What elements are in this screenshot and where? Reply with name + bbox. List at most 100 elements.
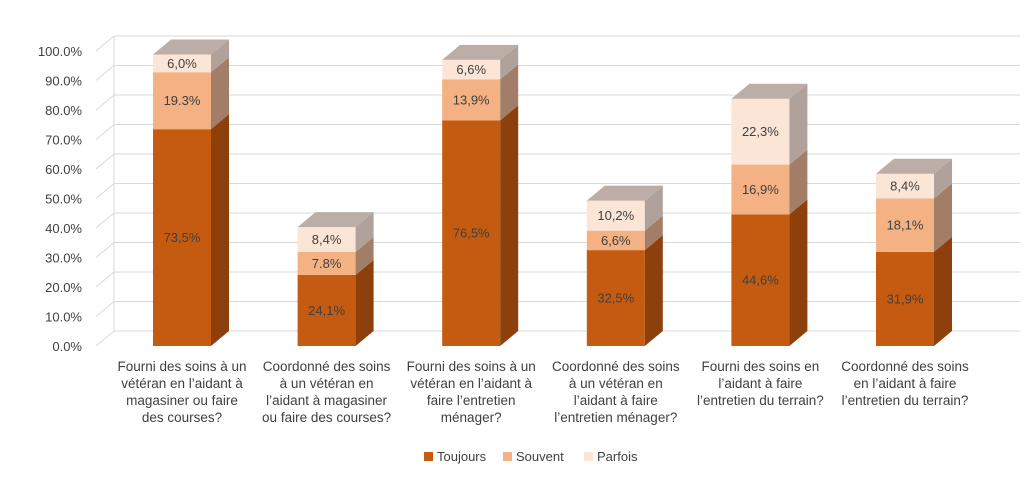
bar-parfois — [153, 54, 211, 73]
bar-side-souvent — [934, 183, 952, 252]
y-tick-label: 90.0% — [45, 74, 82, 89]
bar-parfois — [586, 200, 645, 231]
gridline-depth — [95, 153, 115, 170]
y-tick-label: 30.0% — [45, 251, 82, 266]
bars — [153, 39, 952, 346]
bar-side-souvent — [500, 64, 519, 121]
category-label: Coordonné des soins en l’aidant à faire l’… — [841, 359, 969, 408]
bar-side-parfois — [789, 83, 808, 165]
y-axis: 0.0% 10.0% 20.0% 30.0% 40.0% 50.0% 60.0% 70.0% 8… — [38, 44, 83, 354]
category-label-line: vétéran en l’aidant à — [121, 376, 243, 391]
legend-swatch-parfois — [584, 452, 593, 461]
bar-side-parfois — [644, 185, 663, 231]
bar-side-parfois — [934, 158, 952, 199]
category-label: Coordonné des soins à un vétéran en l’aida… — [552, 359, 680, 425]
gridline-depth — [95, 242, 115, 258]
bar-side-parfois — [355, 212, 374, 252]
data-label-souvent: 13,9% — [453, 92, 490, 107]
category-label-line: Fourni des soins en — [701, 359, 819, 374]
y-tick-label: 70.0% — [45, 133, 82, 148]
y-tick-label: 60.0% — [45, 162, 82, 177]
data-label-parfois: 10,2% — [597, 208, 634, 223]
legend: Toujours Souvent Parfois — [424, 449, 638, 464]
category-label-line: en l’aidant à faire — [854, 376, 957, 391]
gridline-depth — [95, 212, 115, 229]
y-tick-label: 80.0% — [45, 103, 82, 118]
bar-souvent — [297, 251, 356, 275]
data-label-parfois: 6,6% — [456, 62, 486, 77]
category-label-line: à un vétéran en — [280, 376, 374, 391]
bar-side-souvent — [211, 57, 229, 130]
bar-side-souvent — [355, 236, 374, 275]
bar-top-parfois — [586, 185, 663, 201]
gridline-depth — [95, 183, 115, 199]
gridline-depth — [95, 301, 115, 317]
bar-side-parfois — [211, 39, 229, 73]
category-label-line: l’entretien du terrain? — [697, 393, 824, 408]
category-label-line: Coordonné des soins — [552, 359, 680, 374]
bar-side-souvent — [789, 149, 808, 215]
data-label-toujours: 44,6% — [742, 273, 779, 288]
bar-side-toujours — [934, 236, 952, 346]
bar-souvent — [586, 230, 645, 251]
bar-top-parfois — [731, 83, 808, 99]
data-label-souvent: 19.3% — [164, 93, 201, 108]
category-label-line: Fourni des soins à un — [407, 359, 536, 374]
category-label-line: des courses? — [142, 410, 222, 425]
data-labels: 73,5% 19.3% 6,0% 24,1% 7.8% 8,4% 76,5% 13,9% 6,6… — [164, 56, 924, 318]
bar-toujours — [297, 274, 356, 346]
legend-label-parfois: Parfois — [597, 449, 638, 464]
data-label-toujours: 73,5% — [164, 230, 201, 245]
bar-toujours — [586, 250, 645, 346]
bar-parfois — [731, 98, 790, 165]
bar-side-toujours — [211, 114, 229, 346]
data-label-toujours: 76,5% — [453, 226, 490, 241]
gridline-depth — [95, 94, 115, 111]
category-label-line: l’entretien ménager? — [554, 410, 677, 425]
category-label-line: magasiner ou faire — [126, 393, 238, 408]
category-label-line: l’aidant à magasiner — [266, 393, 387, 408]
category-label-line: Fourni des soins à un — [117, 359, 246, 374]
bar-toujours — [876, 251, 934, 346]
bar-souvent — [731, 164, 790, 215]
gridline-depth — [95, 271, 115, 288]
bar-top-parfois — [876, 158, 952, 174]
category-label: Coordonné des soins à un vétéran en l’aida… — [262, 359, 391, 425]
data-label-souvent: 7.8% — [312, 256, 342, 271]
y-tick-label: 10.0% — [45, 310, 82, 325]
bar-souvent — [876, 198, 934, 252]
category-label-line: Coordonné des soins — [841, 359, 969, 374]
bar-parfois — [876, 173, 934, 199]
gridline-depth — [95, 124, 115, 140]
category-label-line: ménager? — [441, 410, 502, 425]
y-tick-label: 100.0% — [38, 44, 83, 59]
gridline-depth — [95, 65, 115, 81]
category-label-line: ou faire des courses? — [262, 410, 391, 425]
legend-label-toujours: Toujours — [437, 449, 487, 464]
bar-top-parfois — [442, 44, 519, 60]
bar-side-toujours — [644, 235, 663, 346]
bar-top-parfois — [153, 39, 229, 55]
data-label-parfois: 6,0% — [167, 56, 197, 71]
bar-toujours — [153, 129, 211, 346]
data-label-toujours: 32,5% — [597, 291, 634, 306]
x-axis-categories: Fourni des soins à un vétéran en l’aidant… — [117, 359, 969, 425]
legend-swatch-toujours — [424, 452, 433, 461]
legend-label-souvent: Souvent — [516, 449, 564, 464]
data-label-parfois: 8,4% — [890, 179, 920, 194]
category-label-line: l’aidant à faire — [574, 393, 658, 408]
bar-toujours — [731, 214, 790, 346]
category-label-line: l’aidant à faire — [718, 376, 802, 391]
bar-parfois — [442, 59, 501, 80]
gridline-depth — [95, 35, 115, 52]
data-label-toujours: 31,9% — [887, 291, 924, 306]
bar-side-toujours — [789, 199, 808, 346]
data-label-parfois: 22,3% — [742, 124, 779, 139]
category-label: Fourni des soins à un vétéran en l’aidant… — [407, 359, 536, 425]
gridlines — [95, 35, 1020, 347]
bar-souvent — [442, 79, 501, 121]
category-label-line: Coordonné des soins — [263, 359, 391, 374]
data-label-souvent: 16,9% — [742, 182, 779, 197]
data-label-souvent: 18,1% — [887, 218, 924, 233]
